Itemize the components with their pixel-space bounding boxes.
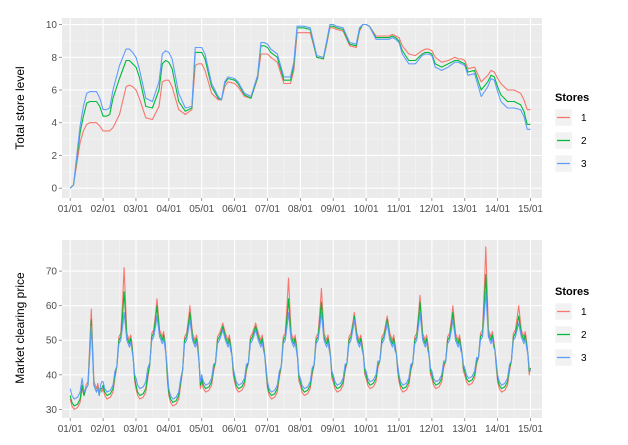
bottom-series-lines bbox=[69, 246, 532, 410]
y-tick-label: 50 bbox=[46, 336, 58, 347]
bottom-panel: 30 40 50 60 70 01/01 02/01 03/01 04/01 05/01 06/0… bbox=[13, 240, 543, 435]
x-tick-label: 04/01 bbox=[156, 204, 181, 215]
legend-label-1: 1 bbox=[581, 307, 587, 318]
x-tick-label: 15/01 bbox=[518, 424, 543, 435]
top-grid bbox=[62, 18, 542, 198]
y-tick-label: 60 bbox=[46, 301, 58, 312]
top-legend-title: Stores bbox=[555, 92, 589, 104]
top-x-tick-labels: 01/01 02/01 03/01 04/01 05/01 06/01 07/01 08/01… bbox=[58, 198, 543, 215]
x-tick-label: 01/01 bbox=[58, 204, 83, 215]
x-tick-label: 15/01 bbox=[518, 204, 543, 215]
x-tick-label: 08/01 bbox=[288, 424, 313, 435]
x-tick-label: 14/01 bbox=[485, 424, 510, 435]
x-tick-label: 02/01 bbox=[91, 204, 116, 215]
x-tick-label: 10/01 bbox=[354, 424, 379, 435]
x-tick-label: 09/01 bbox=[321, 204, 346, 215]
x-tick-label: 08/01 bbox=[288, 204, 313, 215]
x-tick-label: 12/01 bbox=[419, 424, 444, 435]
y-tick-label: 70 bbox=[46, 267, 58, 278]
top-y-tick-labels: 0 2 4 6 8 10 bbox=[46, 20, 62, 195]
y-tick-label: 8 bbox=[51, 53, 57, 64]
top-y-axis-label: Total store level bbox=[13, 66, 27, 149]
x-tick-label: 13/01 bbox=[452, 204, 477, 215]
legend-label-3: 3 bbox=[581, 353, 587, 364]
x-tick-label: 05/01 bbox=[189, 424, 214, 435]
y-tick-label: 10 bbox=[46, 20, 58, 31]
x-tick-label: 03/01 bbox=[123, 424, 148, 435]
series-line-3 bbox=[69, 291, 532, 400]
top-series-lines bbox=[69, 23, 531, 189]
x-tick-label: 12/01 bbox=[419, 204, 444, 215]
bottom-x-tick-labels: 01/01 02/01 03/01 04/01 05/01 06/01 07/01 08/01… bbox=[58, 418, 543, 435]
y-tick-label: 0 bbox=[51, 184, 57, 195]
legend-label-3: 3 bbox=[581, 159, 587, 170]
x-tick-label: 04/01 bbox=[156, 424, 181, 435]
x-tick-label: 13/01 bbox=[452, 424, 477, 435]
x-tick-label: 10/01 bbox=[354, 204, 379, 215]
x-tick-label: 03/01 bbox=[123, 204, 148, 215]
y-tick-label: 2 bbox=[51, 151, 57, 162]
legend-label-2: 2 bbox=[581, 136, 587, 147]
x-tick-label: 14/01 bbox=[485, 204, 510, 215]
x-tick-label: 06/01 bbox=[222, 424, 247, 435]
bottom-y-tick-labels: 30 40 50 60 70 bbox=[46, 267, 62, 416]
bottom-legend-title: Stores bbox=[555, 286, 589, 298]
series-line-2 bbox=[69, 23, 531, 189]
x-tick-label: 05/01 bbox=[189, 204, 214, 215]
x-tick-label: 11/01 bbox=[387, 424, 412, 435]
x-tick-label: 11/01 bbox=[387, 204, 412, 215]
top-legend: Stores 1 2 3 bbox=[554, 92, 589, 173]
top-panel: 0 2 4 6 8 10 01/01 02/01 03/01 04/01 05/01 06/01 07… bbox=[13, 18, 543, 215]
y-tick-label: 4 bbox=[51, 118, 57, 129]
bottom-legend: Stores 1 2 3 bbox=[554, 286, 589, 367]
x-tick-label: 01/01 bbox=[58, 424, 83, 435]
x-tick-label: 02/01 bbox=[91, 424, 116, 435]
y-tick-label: 6 bbox=[51, 86, 57, 97]
legend-label-1: 1 bbox=[581, 113, 587, 124]
x-tick-label: 06/01 bbox=[222, 204, 247, 215]
y-tick-label: 40 bbox=[46, 370, 58, 381]
x-tick-label: 07/01 bbox=[255, 424, 280, 435]
top-panel-background bbox=[62, 18, 542, 198]
bottom-grid bbox=[62, 240, 542, 418]
series-line-3 bbox=[69, 23, 531, 189]
series-line-1 bbox=[69, 23, 531, 189]
y-tick-label: 30 bbox=[46, 405, 58, 416]
x-tick-label: 09/01 bbox=[321, 424, 346, 435]
bottom-y-axis-label: Market clearing price bbox=[13, 272, 27, 384]
legend-label-2: 2 bbox=[581, 330, 587, 341]
x-tick-label: 07/01 bbox=[255, 204, 280, 215]
